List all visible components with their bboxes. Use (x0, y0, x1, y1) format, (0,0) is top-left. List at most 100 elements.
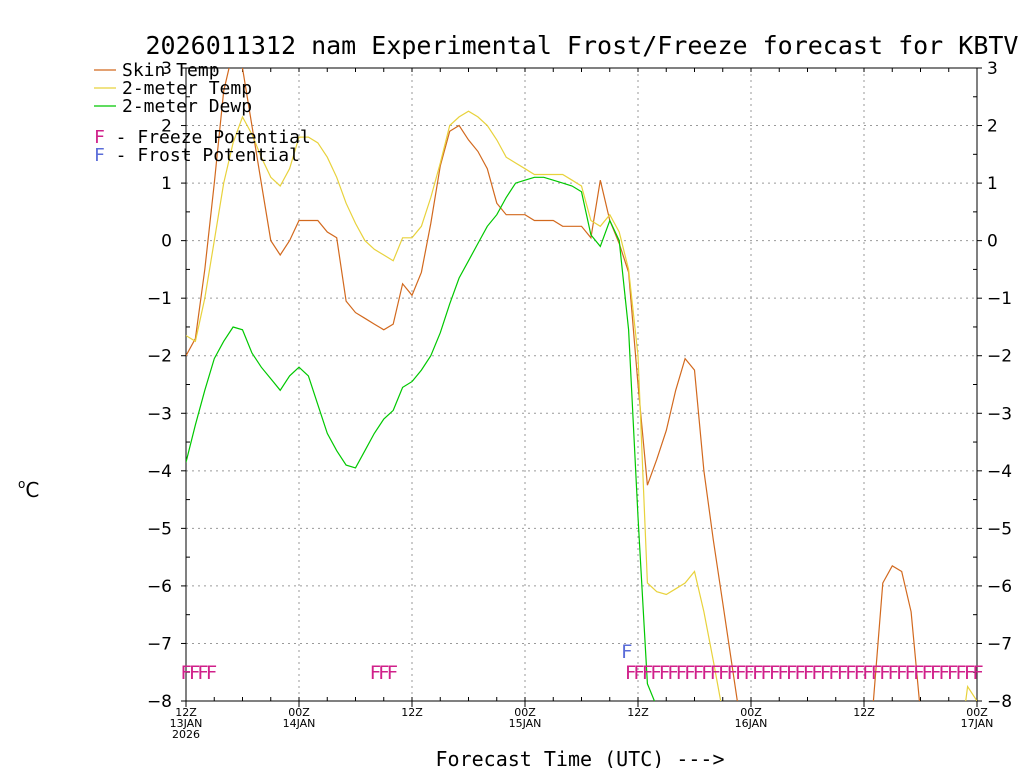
x-tick-label: 17JAN (961, 717, 994, 730)
y-axis-left: 3 2 1 0 −1 −2 −3 −4 −5 −6 −7 −8 (147, 59, 190, 712)
frost-flag: F (621, 641, 632, 663)
freeze-flag: F (189, 662, 200, 684)
x-tick-label: 12Z (853, 706, 875, 719)
freeze-flag: F (845, 662, 856, 684)
y-tick-label-left: −6 (147, 577, 172, 597)
freeze-flag: F (387, 662, 398, 684)
y-tick-label-right: 3 (987, 59, 998, 79)
y-axis-label-unit: C (25, 478, 39, 502)
freeze-flag: F (650, 662, 661, 684)
y-tick-label-right: −2 (987, 347, 1012, 367)
y-axis-label: oC (18, 477, 39, 502)
x-tick-label: 00Z (966, 706, 988, 719)
y-tick-label-left: −2 (147, 347, 172, 367)
freeze-flag: F (820, 662, 831, 684)
y-tick-label-left: −1 (147, 289, 172, 309)
freeze-flag: F (964, 662, 975, 684)
freeze-flag: F (743, 662, 754, 684)
y-tick-label-left: −3 (147, 404, 172, 424)
freeze-flag: F (862, 662, 873, 684)
y-tick-label-right: −3 (987, 404, 1012, 424)
y-tick-label-left: −5 (147, 519, 172, 539)
freeze-flag: F (955, 662, 966, 684)
freeze-flag: F (938, 662, 949, 684)
y-axis-label-degree: o (18, 477, 25, 491)
freeze-flag: F (693, 662, 704, 684)
x-tick-label: 00Z (740, 706, 762, 719)
y-tick-label-right: −7 (987, 634, 1012, 654)
x-tick-label: 14JAN (283, 717, 316, 730)
x-tick-label: 12Z (627, 706, 649, 719)
freeze-flag: F (837, 662, 848, 684)
y-tick-label-left: 3 (161, 59, 172, 79)
freeze-flag: F (803, 662, 814, 684)
freeze-flag: F (921, 662, 932, 684)
x-tick-label: 00Z (288, 706, 310, 719)
grid-lines (186, 68, 977, 701)
flag-legend-entry: F - Freeze Potential (94, 127, 311, 148)
y-tick-label-right: 1 (987, 174, 998, 194)
y-tick-label-left: 2 (161, 117, 172, 137)
freeze-flag: F (854, 662, 865, 684)
freeze-flag: F (896, 662, 907, 684)
flag-legend-label: - Freeze Potential (105, 127, 311, 148)
freeze-flag: F (676, 662, 687, 684)
freeze-flag: F (701, 662, 712, 684)
x-tick-label: 15JAN (509, 717, 542, 730)
plot-border (185, 67, 978, 702)
freeze-flag: F (947, 662, 958, 684)
freeze-flag: F (684, 662, 695, 684)
freeze-flag: F (879, 662, 890, 684)
y-axis-right: 3 2 1 0 −1 −2 −3 −4 −5 −6 −7 −8 (973, 59, 1012, 712)
freeze-flag: F (625, 662, 636, 684)
y-tick-label-right: −1 (987, 289, 1012, 309)
freeze-flag: F (727, 662, 738, 684)
x-tick-label: 12Z (401, 706, 423, 719)
legend-label: 2-meter Dewp (122, 96, 252, 117)
freeze-flag: F (888, 662, 899, 684)
y-tick-label-right: 0 (987, 232, 998, 252)
y-tick-label-right: −6 (987, 577, 1012, 597)
freeze-flag: F (180, 662, 191, 684)
freeze-flag: F (913, 662, 924, 684)
freeze-flag: F (718, 662, 729, 684)
freeze-flag: F (794, 662, 805, 684)
freeze-flag: F (633, 662, 644, 684)
x-tick-label: 12Z (175, 706, 197, 719)
y-tick-label-left: 0 (161, 232, 172, 252)
freeze-flag: F (904, 662, 915, 684)
freeze-flag: F (370, 662, 381, 684)
y-tick-label-right: −8 (987, 692, 1012, 712)
flag-legend-symbol: F (94, 145, 105, 166)
freeze-flag: F (667, 662, 678, 684)
freeze-flag: F (769, 662, 780, 684)
flag-legend-entry: F - Frost Potential (94, 145, 300, 166)
y-tick-label-left: −4 (147, 462, 172, 482)
freeze-flag: F (710, 662, 721, 684)
x-tick-label: 2026 (172, 728, 200, 741)
y-tick-label-right: −5 (987, 519, 1012, 539)
legend-label: Skin Temp (122, 60, 220, 81)
freeze-flag: F (930, 662, 941, 684)
x-axis-label: Forecast Time (UTC) ---> (436, 747, 725, 768)
freeze-flag: F (777, 662, 788, 684)
chart-title: 2026011312 nam Experimental Frost/Freeze… (146, 31, 1019, 60)
x-tick-label: 16JAN (735, 717, 768, 730)
freeze-flag: F (972, 662, 983, 684)
series-line-2-meter-dewp (186, 176, 656, 701)
y-tick-label-left: 1 (161, 174, 172, 194)
series-line-skin-temp (186, 68, 977, 701)
freeze-flag: F (828, 662, 839, 684)
flag-legend-label: - Frost Potential (105, 145, 300, 166)
freeze-flag: F (786, 662, 797, 684)
series-line-2-meter-temp (186, 110, 977, 701)
freeze-flag: F (871, 662, 882, 684)
freeze-flag: F (378, 662, 389, 684)
y-tick-label-left: −7 (147, 634, 172, 654)
freeze-flag: F (206, 662, 217, 684)
freeze-flag: F (752, 662, 763, 684)
